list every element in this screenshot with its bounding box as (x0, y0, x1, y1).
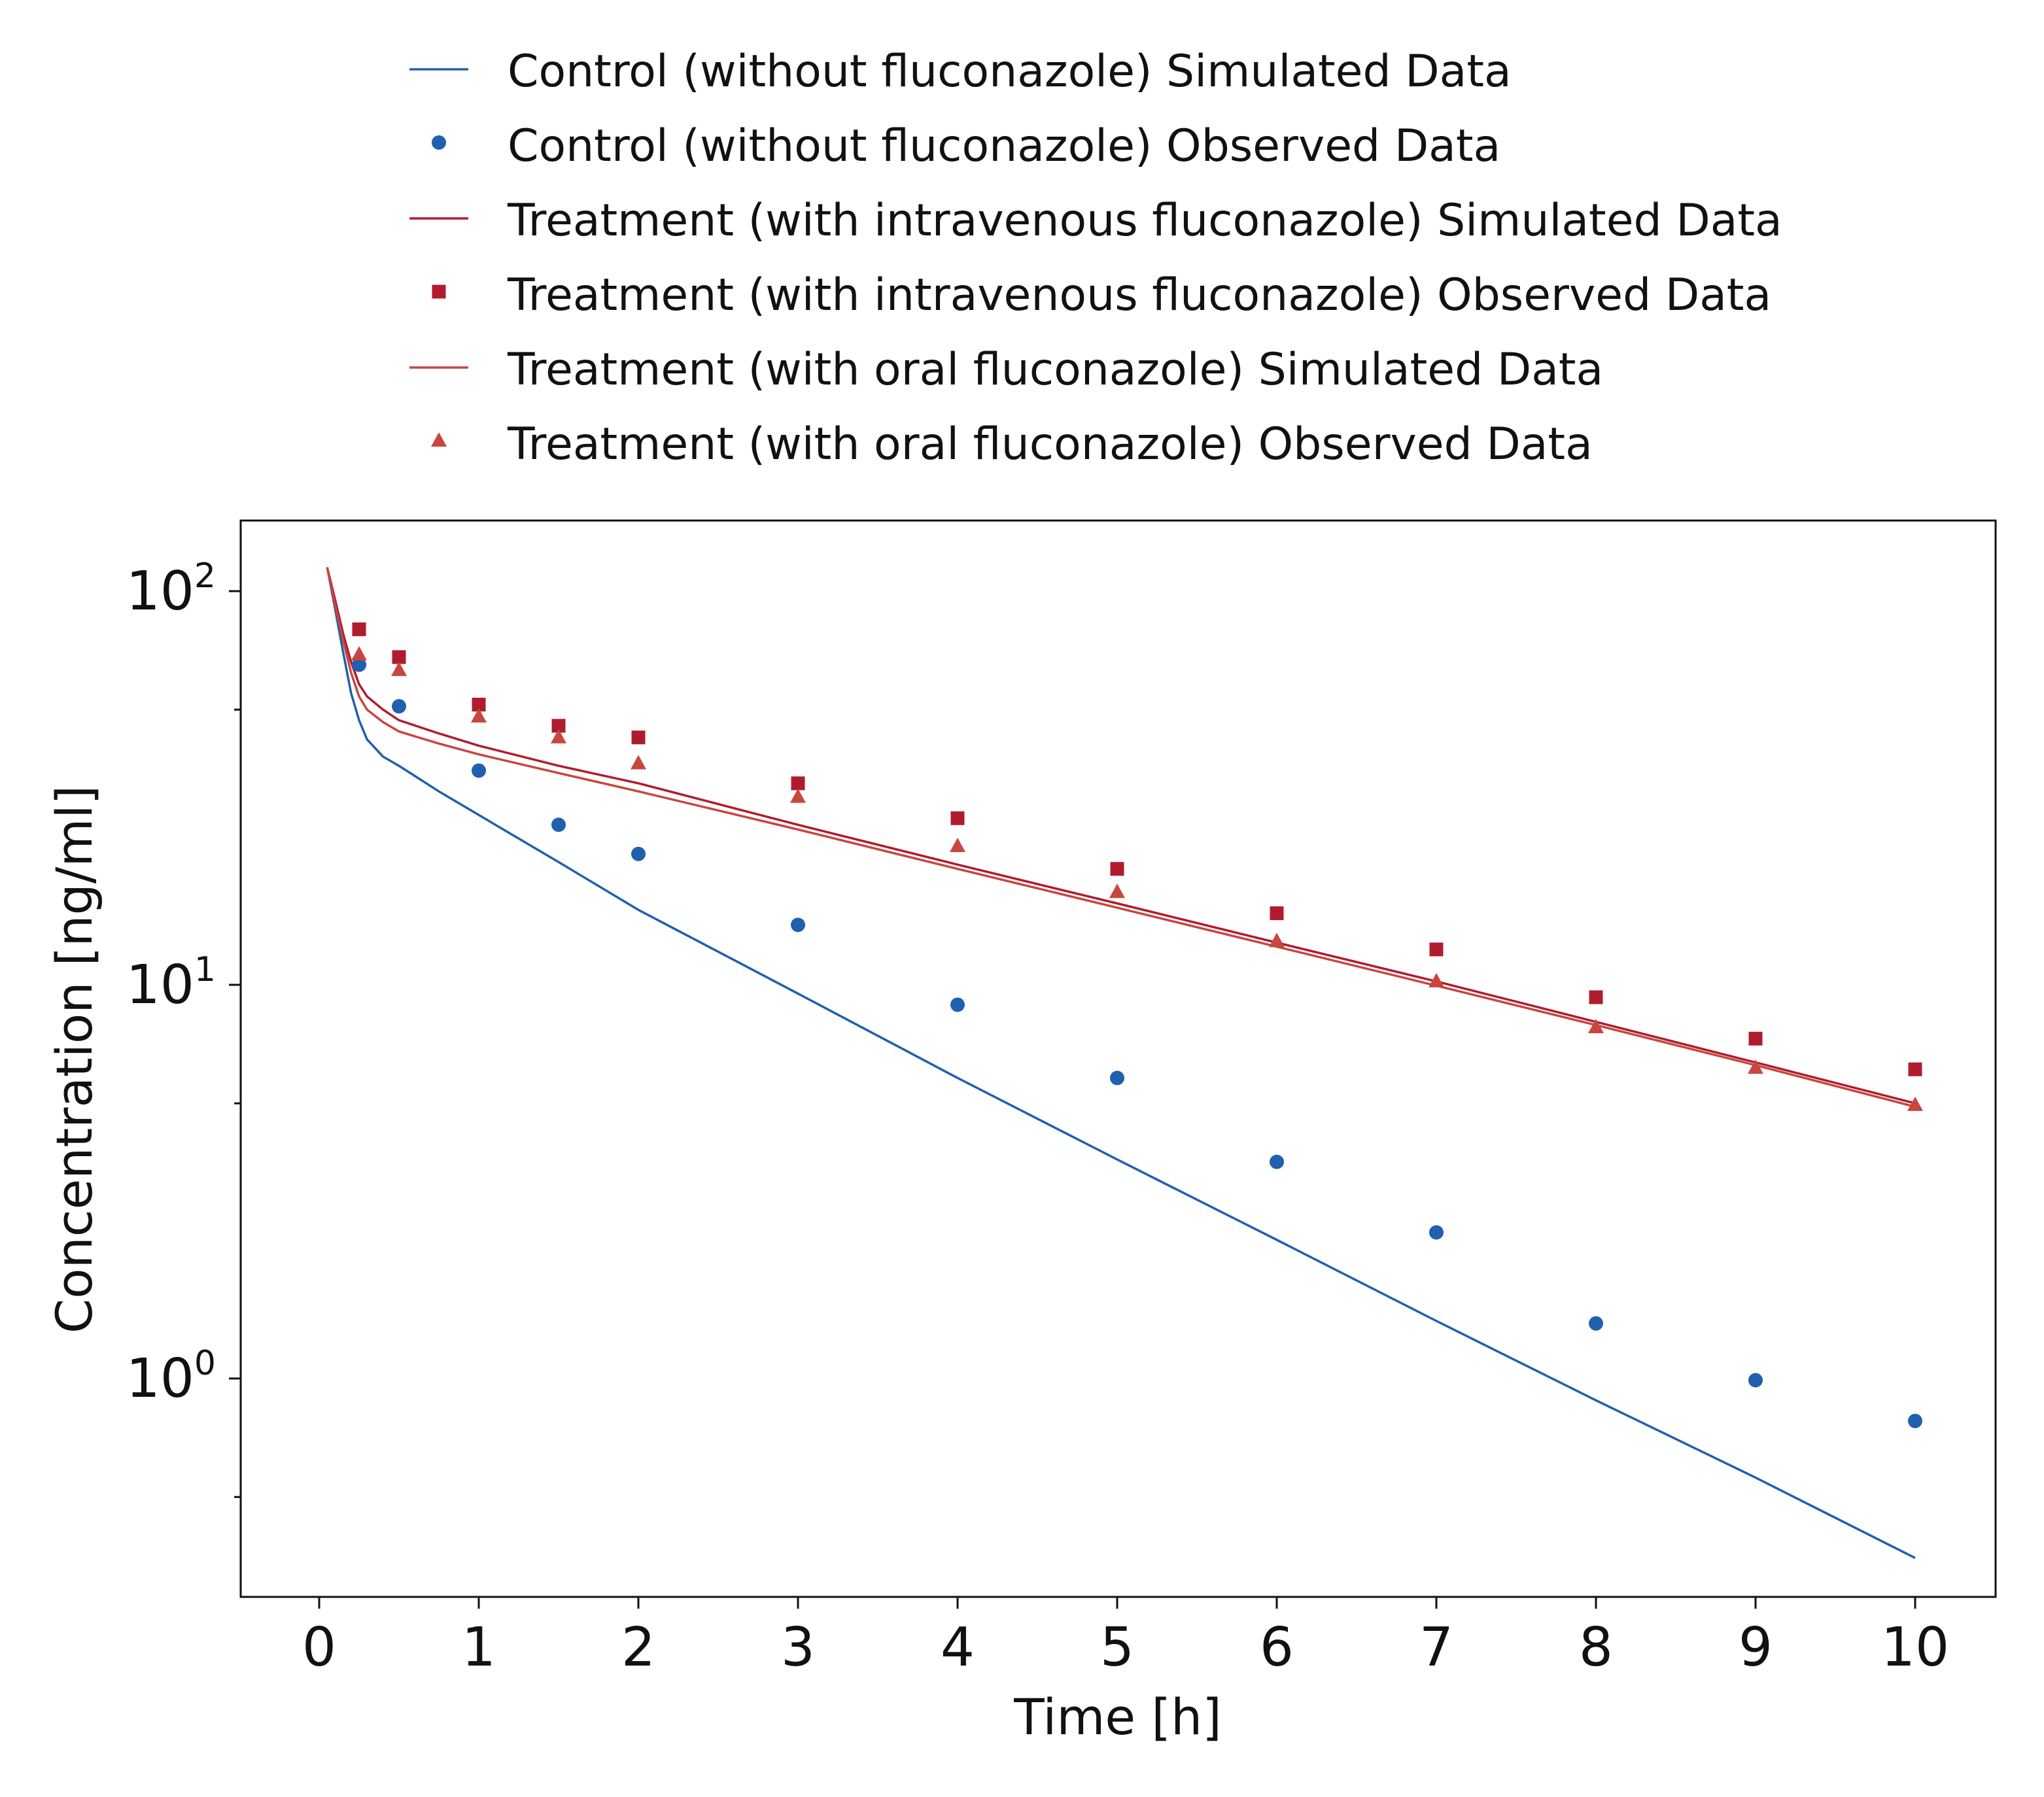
x-tick-label: 3 (781, 1617, 815, 1679)
oral-observed-point (1907, 1096, 1923, 1111)
oral-observed-point (1748, 1059, 1763, 1074)
iv-observed-point (1270, 906, 1284, 921)
x-axis-title: Time [h] (1013, 1688, 1222, 1746)
oral-observed-point (551, 728, 566, 744)
legend-marker-swatch (431, 432, 447, 447)
x-tick-label: 10 (1881, 1617, 1949, 1679)
y-tick-label: 102 (126, 556, 216, 623)
control-observed-point (1110, 1070, 1124, 1086)
oral-observed-point (1429, 972, 1444, 987)
oral-observed-point (471, 708, 487, 723)
y-axis-title: Concentration [ng/ml] (45, 785, 103, 1333)
legend-label: Treatment (with oral fluconazole) Observ… (507, 419, 1593, 470)
iv-observed-point (950, 811, 965, 825)
oral-observed-point (1588, 1018, 1604, 1033)
legend-marker-swatch (432, 284, 446, 299)
oral-observed-point (631, 755, 646, 770)
oral-observed-point (950, 837, 965, 852)
control-observed-point (1270, 1154, 1284, 1169)
x-tick-label: 8 (1579, 1617, 1613, 1679)
legend: Control (without fluconazole) Simulated … (409, 46, 1782, 470)
legend-label: Treatment (with oral fluconazole) Simula… (507, 344, 1603, 396)
control-observed-point (1908, 1413, 1922, 1428)
control-observed-points (352, 657, 1922, 1428)
x-tick-label: 9 (1739, 1617, 1773, 1679)
legend-item: Control (without fluconazole) Observed D… (432, 120, 1500, 172)
x-axis: 0 1 2 3 4 5 6 7 8 9 10 (302, 1597, 1949, 1679)
legend-marker-swatch (432, 135, 446, 150)
x-tick-label: 2 (621, 1617, 655, 1679)
y-tick-label: 101 (126, 950, 216, 1016)
x-tick-label: 7 (1419, 1617, 1453, 1679)
iv-observed-point (472, 697, 486, 711)
oral-simulated-line (326, 567, 1916, 1108)
legend-label: Control (without fluconazole) Simulated … (508, 46, 1512, 97)
plot-series (326, 567, 1923, 1560)
control-observed-point (1748, 1373, 1763, 1388)
x-tick-label: 5 (1100, 1617, 1134, 1679)
oral-observed-points (351, 646, 1923, 1111)
iv-observed-point (1589, 990, 1603, 1004)
iv-observed-point (1110, 862, 1124, 876)
control-observed-point (352, 657, 366, 672)
control-observed-point (392, 699, 406, 714)
legend-label: Treatment (with intravenous fluconazole)… (507, 269, 1771, 321)
y-tick-label: 100 (126, 1344, 216, 1410)
legend-label: Control (without fluconazole) Observed D… (508, 120, 1500, 172)
x-tick-label: 4 (941, 1617, 975, 1679)
control-observed-point (791, 917, 805, 933)
legend-item: Treatment (with oral fluconazole) Observ… (431, 419, 1593, 470)
legend-item: Treatment (with intravenous fluconazole)… (409, 195, 1782, 247)
oral-observed-point (351, 646, 367, 661)
x-tick-label: 0 (302, 1617, 336, 1679)
iv-observed-points (352, 622, 1922, 1076)
legend-label: Treatment (with intravenous fluconazole)… (507, 195, 1782, 247)
control-observed-point (1429, 1225, 1444, 1240)
control-simulated-line (326, 567, 1916, 1560)
oral-observed-point (391, 661, 407, 676)
iv-observed-point (1429, 942, 1444, 957)
control-observed-point (1589, 1316, 1603, 1331)
oral-observed-point (1109, 883, 1125, 898)
legend-item: Treatment (with oral fluconazole) Simula… (409, 344, 1603, 396)
oral-observed-point (790, 788, 806, 803)
x-tick-label: 6 (1260, 1617, 1294, 1679)
iv-observed-point (1908, 1062, 1922, 1076)
iv-observed-point (791, 776, 805, 791)
iv-observed-point (392, 650, 406, 664)
control-observed-point (472, 763, 486, 778)
oral-observed-point (1269, 933, 1285, 948)
iv-observed-point (631, 730, 646, 745)
x-tick-label: 1 (462, 1617, 496, 1679)
control-observed-point (950, 997, 965, 1012)
control-observed-point (631, 846, 646, 861)
y-axis: 100 101 102 (126, 556, 241, 1498)
iv-observed-point (551, 719, 566, 733)
iv-observed-point (1748, 1031, 1763, 1046)
iv-simulated-line (326, 567, 1916, 1104)
legend-item: Treatment (with intravenous fluconazole)… (432, 269, 1771, 321)
legend-item: Control (without fluconazole) Simulated … (409, 46, 1512, 97)
control-observed-point (551, 817, 566, 832)
iv-observed-point (352, 622, 366, 636)
